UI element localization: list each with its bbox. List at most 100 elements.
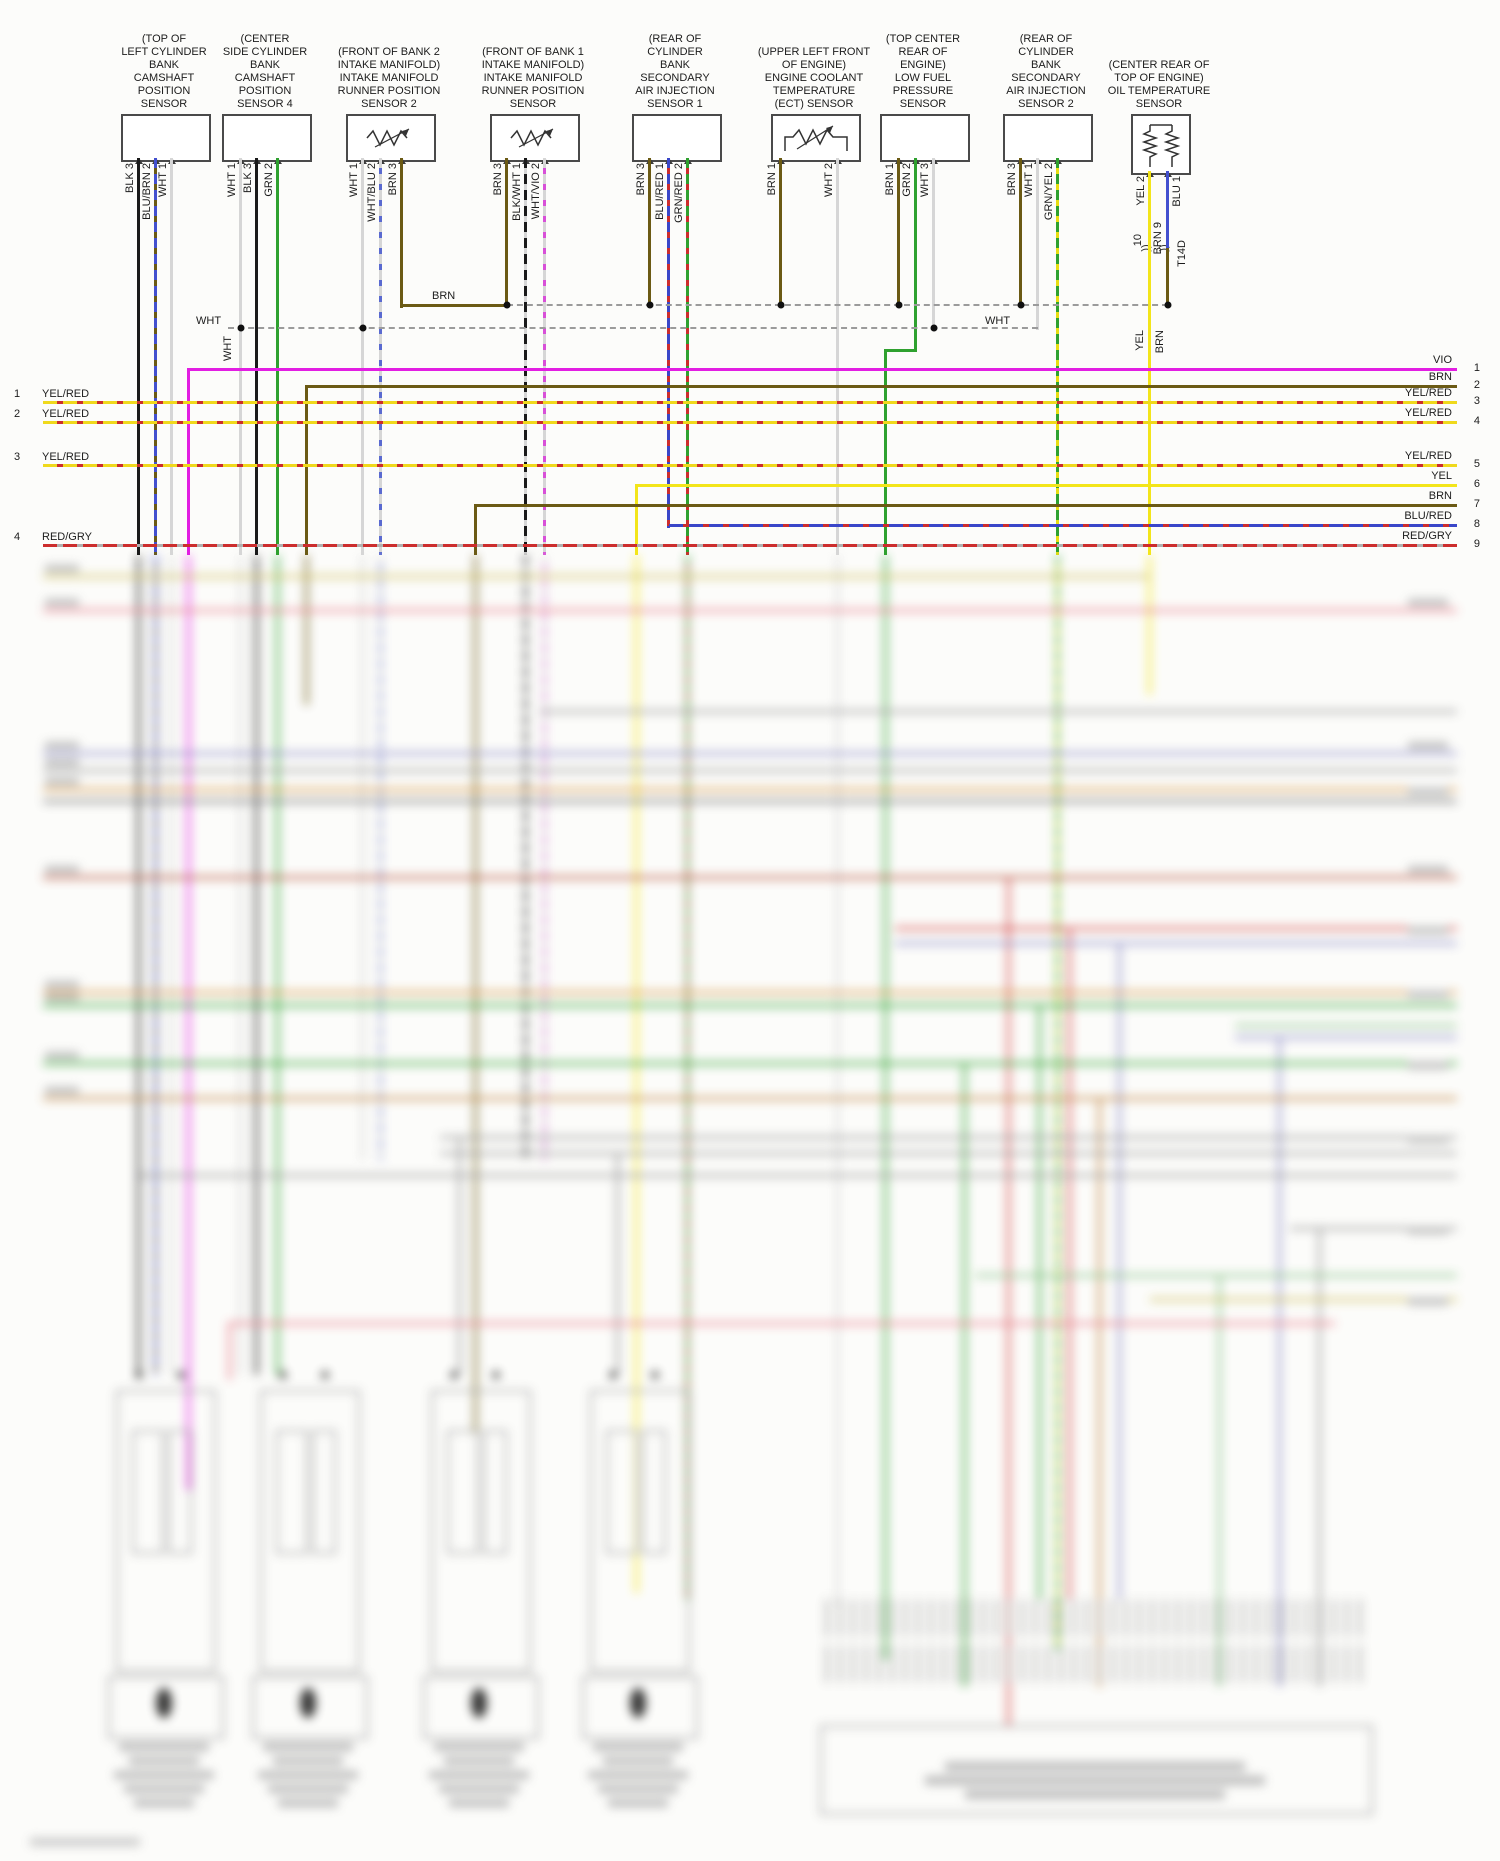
pin-label: BRN 1	[766, 163, 778, 196]
harness-line-yelred	[43, 421, 1457, 424]
wire-color-label: YEL/RED	[42, 451, 90, 463]
pin-label: BLK 3	[124, 163, 136, 193]
blurred-text	[439, 1785, 519, 1793]
coil-winding	[276, 1430, 308, 1554]
sensor-caption: (FRONT OF BANK 1 INTAKE MANIFOLD) INTAKE…	[481, 46, 585, 110]
wire	[400, 158, 403, 308]
blurred-text	[263, 1743, 353, 1751]
ecm-connector-pins	[826, 1599, 1369, 1637]
blurred-text	[1408, 866, 1448, 873]
blurred-wire	[975, 1274, 1457, 1277]
blurred-wire	[1118, 942, 1121, 1599]
blurred-text	[965, 1790, 1225, 1799]
wire	[932, 158, 935, 330]
blurred-text	[1408, 991, 1448, 998]
row-number: 4	[1473, 415, 1480, 427]
wire-color-label: VIO	[1433, 354, 1452, 366]
wire-color-label: BRN	[1428, 371, 1452, 383]
harness-line-redgry	[43, 544, 1457, 547]
row-number: 6	[1473, 478, 1480, 490]
blurred-wire	[540, 710, 1457, 713]
blurred-text	[434, 1743, 524, 1751]
blurred-text	[45, 742, 79, 749]
wire-color-label: WHT	[222, 336, 234, 362]
coil-winding	[132, 1430, 164, 1554]
wire	[239, 158, 242, 555]
wire	[884, 349, 917, 352]
row-number: 3	[14, 451, 21, 463]
wire	[255, 158, 258, 555]
row-number: 8	[1473, 518, 1480, 530]
row-number: 5	[1473, 458, 1480, 470]
coil-winding	[483, 1430, 507, 1554]
blurred-text	[45, 565, 79, 572]
spark-plug	[471, 1688, 487, 1718]
pin-label: GRN 2	[263, 163, 275, 197]
blurred-text	[1408, 1062, 1448, 1069]
wire-color-label: YEL/RED	[1404, 387, 1452, 399]
junction-dot	[930, 324, 938, 332]
coil-module	[116, 1390, 216, 1672]
blurred-wire	[43, 1004, 1457, 1007]
junction-dot	[359, 324, 367, 332]
pin-label: GRN 2	[901, 163, 913, 197]
blurred-wire	[43, 991, 1457, 994]
wire-color-label: YEL	[1431, 470, 1452, 482]
blurred-wire	[1290, 1227, 1457, 1230]
wire-color-label: BLU/RED	[1404, 510, 1452, 522]
coil-winding	[606, 1430, 638, 1554]
wire	[1056, 158, 1059, 555]
spark-plug-box	[108, 1676, 224, 1739]
blurred-wire	[228, 1322, 1335, 1325]
spark-plug-box	[423, 1676, 539, 1739]
wire	[474, 504, 477, 555]
sensor-caption: (REAR OF CYLINDER BANK SECONDARY AIR INJ…	[635, 33, 715, 110]
blurred-wire	[1150, 1298, 1457, 1301]
blurred-wire	[305, 555, 308, 705]
sensor-box-secondary-air-2	[1003, 114, 1093, 162]
blurred-wire	[1007, 876, 1010, 1725]
harness-line-blured	[669, 524, 1457, 527]
wire-color-label: YEL/RED	[42, 388, 90, 400]
junction-dot	[503, 301, 511, 309]
blurred-wire	[43, 1097, 1457, 1100]
blurred-text	[593, 1743, 683, 1751]
blurred-text	[1408, 1227, 1448, 1234]
harness-line-vio	[189, 368, 1457, 371]
junction-dot	[651, 1371, 659, 1379]
sensor-caption: (CENTER SIDE CYLINDER BANK CAMSHAFT POSI…	[222, 33, 308, 110]
bus-wht-dashed	[228, 327, 1038, 329]
blurred-wire	[361, 555, 364, 1160]
blurred-text	[45, 599, 79, 606]
wire	[170, 158, 173, 555]
spark-plug	[300, 1688, 316, 1718]
wire	[154, 158, 157, 555]
blurred-wire	[1218, 1274, 1221, 1687]
ecm-connector-pins	[826, 1645, 1369, 1683]
blurred-wire	[43, 769, 1457, 772]
bus-brn-dashed	[507, 304, 1168, 306]
wire	[187, 368, 190, 555]
wire-color-label: BRN	[1154, 330, 1166, 354]
blurred-wire	[239, 555, 242, 1375]
blurred-wire	[228, 1322, 231, 1380]
blurred-wire	[137, 555, 140, 1375]
pin-label: WHT 3	[919, 163, 931, 198]
blurred-wire	[154, 555, 157, 1375]
blurred-wire	[140, 1174, 1457, 1177]
blurred-text	[1408, 1298, 1448, 1305]
sensor-box-low-fuel-pressure	[880, 114, 970, 162]
blurred-wire	[543, 555, 546, 1160]
blurred-wire	[884, 555, 887, 1660]
wire	[505, 158, 508, 308]
blurred-text	[1408, 927, 1448, 934]
ecm-box	[820, 1725, 1373, 1815]
blurred-text	[598, 1785, 678, 1793]
blurred-text	[925, 1776, 1265, 1785]
pin-label: BLU/BRN 2	[141, 163, 153, 220]
wire-color-label: RED/GRY	[1402, 530, 1452, 542]
blurred-text	[588, 1771, 688, 1779]
bus-brn	[402, 304, 507, 307]
blurred-wire	[1056, 555, 1059, 1650]
coil-winding	[642, 1430, 666, 1554]
